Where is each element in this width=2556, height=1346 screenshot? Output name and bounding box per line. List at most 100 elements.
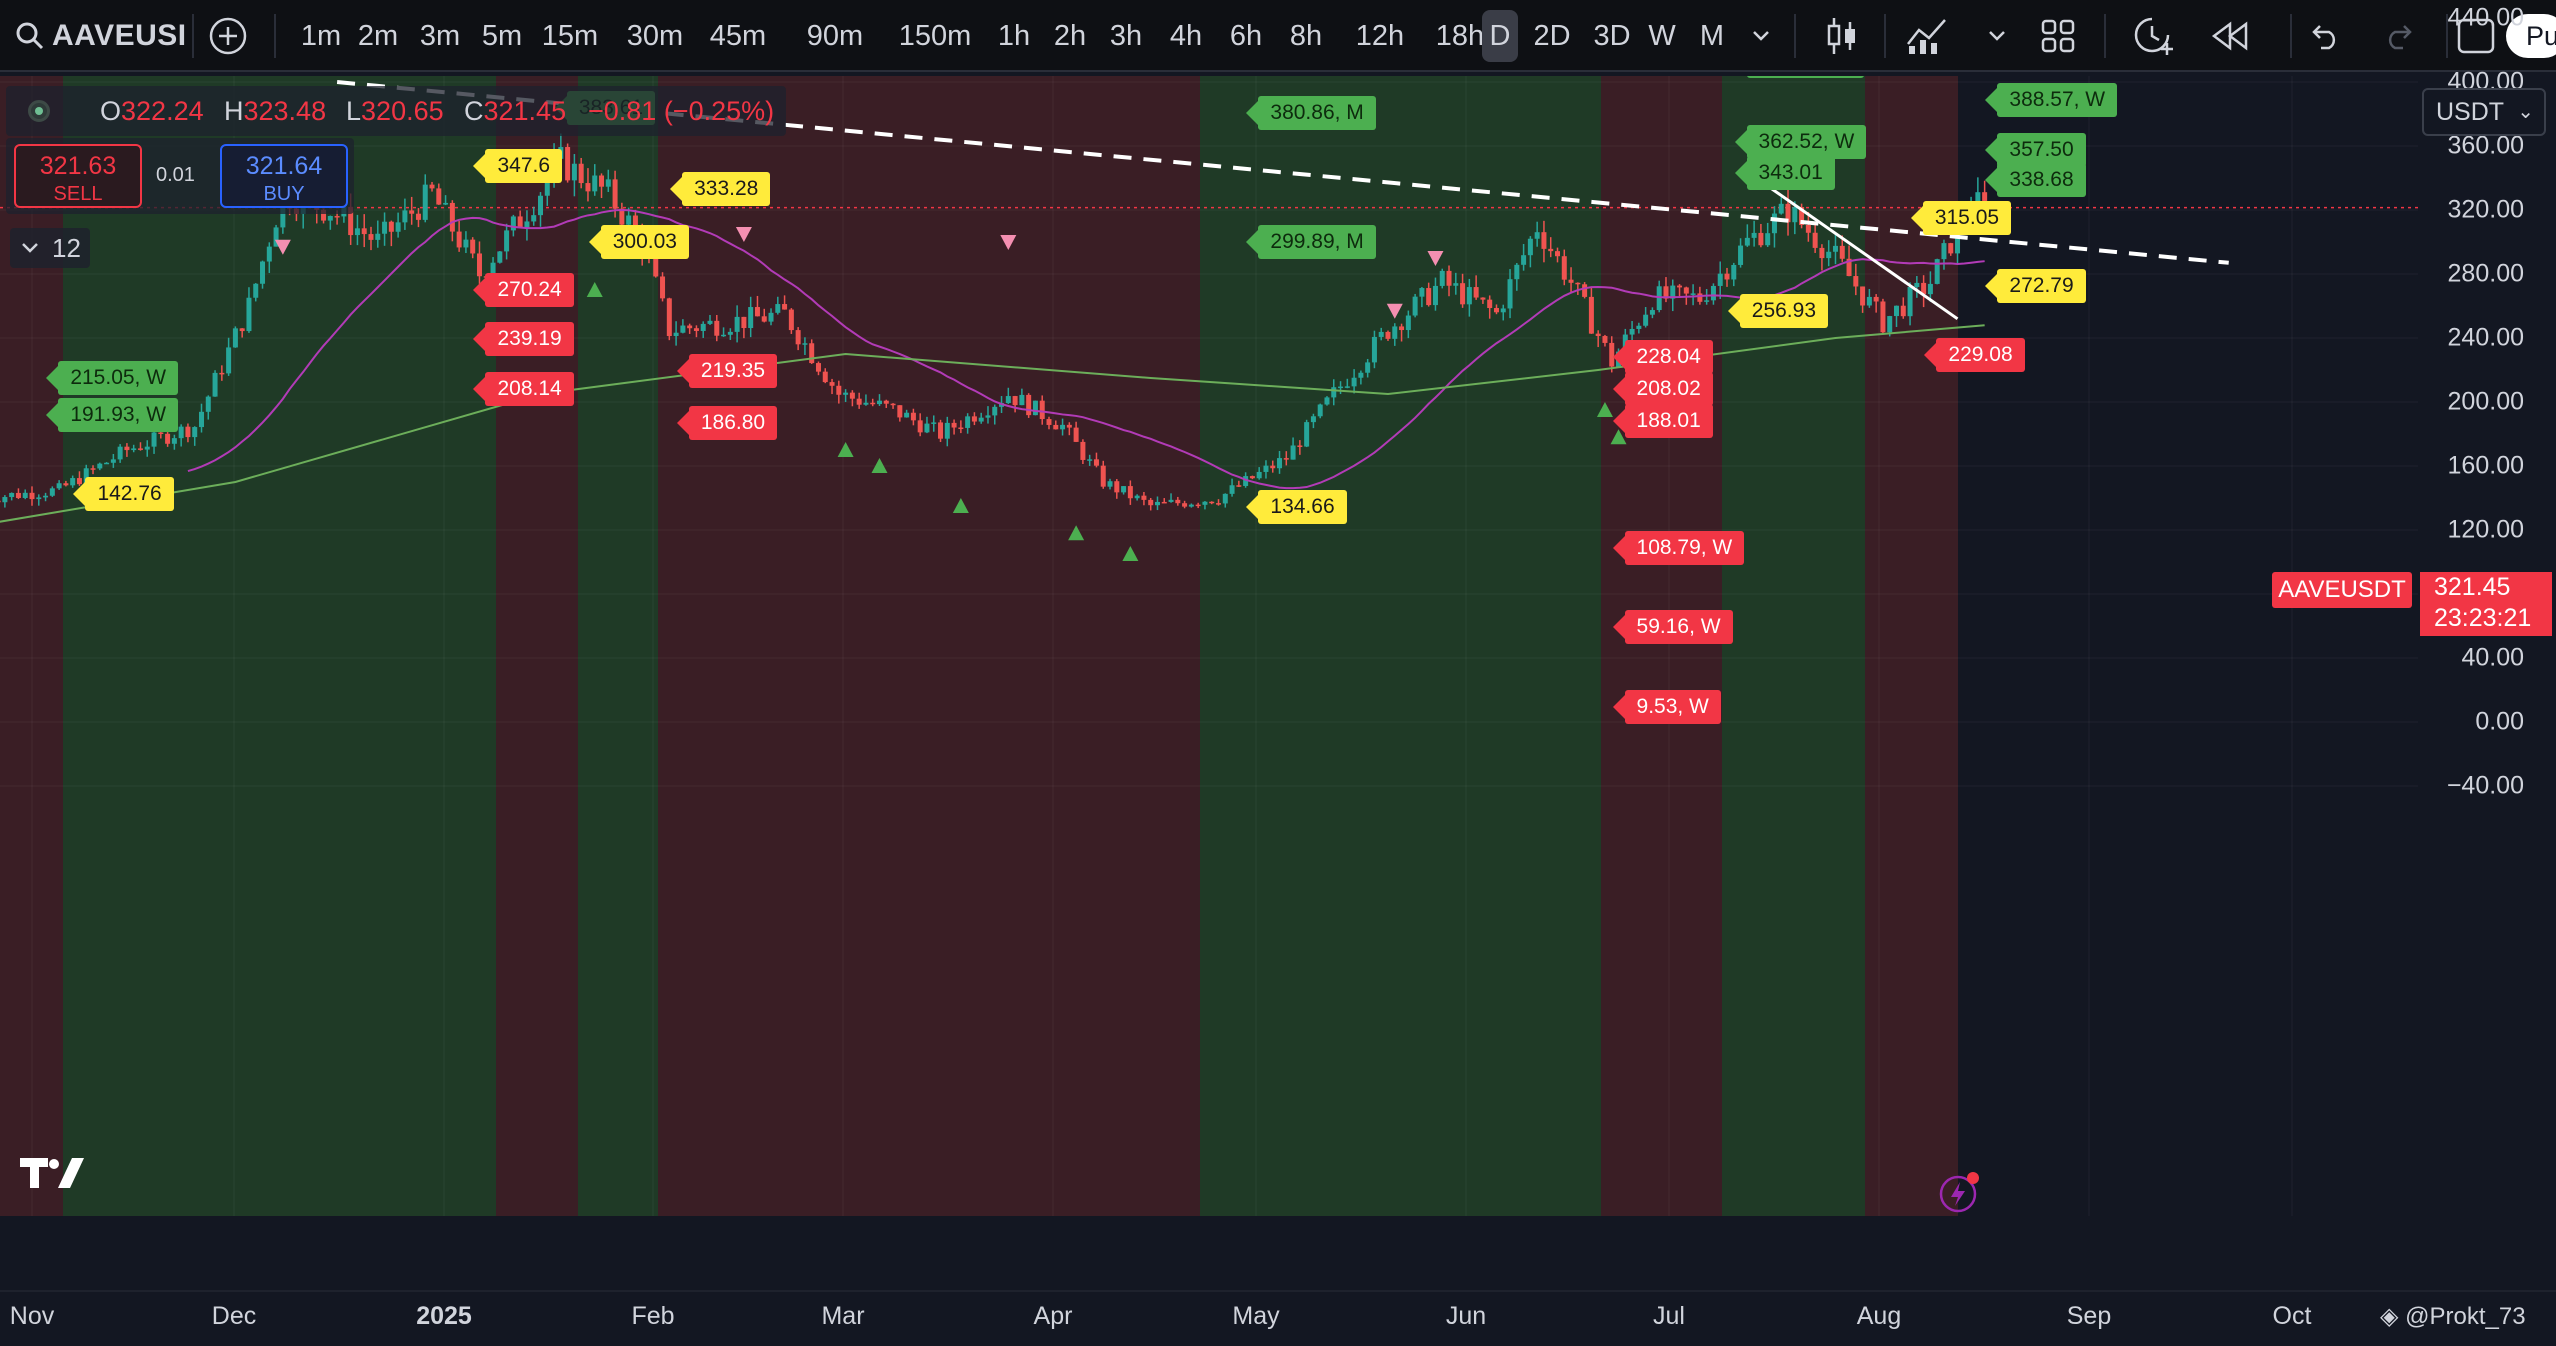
level-label-yellow[interactable]: 134.66 [1246,489,1347,524]
level-label-yellow[interactable]: 315.05 [1910,200,2012,235]
alert-icon[interactable] [2130,0,2176,72]
level-label-red[interactable]: 219.35 [676,354,778,389]
chevron-down-icon[interactable] [1746,0,1776,72]
candle-body [1663,286,1669,299]
interval-w[interactable]: W [1648,19,1676,52]
level-label-yellow[interactable]: 300.03 [588,224,689,259]
indicators-toggle[interactable]: 12 [10,228,90,268]
interval-3d[interactable]: 3D [1593,19,1631,52]
redo-icon[interactable] [2380,0,2420,72]
candle-body [1799,207,1805,225]
symbol-search-button[interactable]: AAVEUSI [52,19,187,52]
level-label-red[interactable]: 188.01 [1612,404,1713,439]
fullscreen-icon[interactable] [2456,0,2496,72]
interval-4h[interactable]: 4h [1169,19,1203,52]
interval-150m[interactable]: 150m [898,19,972,52]
level-label-red[interactable]: 186.80 [676,406,778,441]
interval-18h[interactable]: 18h [1435,19,1485,52]
level-label-green[interactable]: 380.86, M [1246,95,1376,130]
tradingview-logo-icon[interactable] [18,1154,86,1195]
level-label-red[interactable]: 228.04 [1612,340,1713,375]
interval-8h[interactable]: 8h [1289,19,1323,52]
interval-30m[interactable]: 30m [626,19,684,52]
interval-3m[interactable]: 3m [419,19,461,52]
interval-12h[interactable]: 12h [1355,19,1405,52]
interval-90m[interactable]: 90m [806,19,864,52]
level-label-green[interactable]: 357.50 [1985,133,2086,167]
time-tick: Jun [1445,1302,1487,1330]
interval-2d[interactable]: 2D [1533,19,1571,52]
interval-45m[interactable]: 45m [709,19,767,52]
interval-1h[interactable]: 1h [997,19,1031,52]
interval-5m[interactable]: 5m [481,19,523,52]
candle-body [1256,471,1262,479]
interval-2m[interactable]: 2m [357,19,399,52]
level-label-red[interactable]: 108.79, W [1612,530,1745,565]
chart-pane[interactable]: 449.91416.76383.61461.84, M380.86, M299.… [0,76,2418,1216]
interval-2h[interactable]: 2h [1053,19,1087,52]
level-label-red[interactable]: 208.14 [473,371,574,406]
regime-zone-green [1200,76,1601,1216]
market-status-icon[interactable] [28,100,50,122]
spread-value: 0.01 [156,164,195,186]
level-label-red[interactable]: 270.24 [473,272,574,307]
indicators-icon[interactable] [1900,0,1954,72]
level-label-red[interactable]: 239.19 [473,322,574,357]
interval-6h[interactable]: 6h [1229,19,1263,52]
candle-body [1575,282,1581,285]
replay-icon[interactable] [2208,0,2252,72]
level-label-green[interactable]: 191.93, W [46,397,179,432]
interval-3h[interactable]: 3h [1109,19,1143,52]
level-label-green[interactable]: 215.05, W [46,360,179,395]
candle-body [1310,416,1316,423]
candle-body [1568,279,1574,283]
interval-15m[interactable]: 15m [541,19,599,52]
sell-button[interactable]: 321.63 SELL [14,144,142,208]
level-label-green[interactable]: 413.02, M [1746,76,1864,79]
level-label-yellow[interactable]: 347.6 [473,148,563,183]
price-chart[interactable] [0,76,2418,1216]
candle-body [958,427,964,430]
level-label-green[interactable]: 299.89, M [1246,225,1376,260]
interval-1m[interactable]: 1m [300,19,342,52]
candle-body [1704,300,1710,302]
currency-select[interactable]: USDT ⌄ [2422,88,2546,136]
change-value: −0.81 (−0.25%) [588,96,775,126]
search-icon[interactable] [12,0,48,72]
price-tick: −40.00 [2446,771,2524,800]
publish-button[interactable]: Pu [2506,14,2556,58]
level-label-yellow[interactable]: 256.93 [1727,293,1828,328]
buy-button[interactable]: 321.64 BUY [220,144,348,208]
level-label-red[interactable]: 59.16, W [1612,610,1733,645]
level-label-green[interactable]: 388.57, W [1985,83,2118,118]
interval-m[interactable]: M [1699,19,1725,52]
chevron-down-icon[interactable] [1982,0,2012,72]
candle-body [1629,328,1635,335]
candle-body [1921,282,1927,295]
candle-body [822,371,828,383]
level-label-red[interactable]: 208.02 [1612,372,1713,407]
price-scale[interactable]: 560.00520.00480.00440.00400.00360.00320.… [2418,4,2556,1216]
level-label-green[interactable]: 338.68 [1985,163,2086,198]
level-label-green[interactable]: 343.01 [1734,156,1835,191]
bar-style-icon[interactable] [1822,0,1862,72]
level-label-yellow[interactable]: 142.76 [73,476,174,511]
level-label-yellow[interactable]: 272.79 [1985,268,2086,303]
level-label-red[interactable]: 9.53, W [1612,689,1721,724]
undo-icon[interactable] [2304,0,2344,72]
lightning-icon[interactable] [1938,1170,1982,1219]
candle-body [1887,316,1893,333]
interval-d[interactable]: D [1482,10,1518,62]
candle-body [1304,422,1310,447]
candle-body [1182,503,1188,507]
level-label-green[interactable]: 362.52, W [1734,124,1867,159]
level-label-yellow[interactable]: 333.28 [670,171,771,206]
candle-body [1032,400,1038,416]
level-label-red[interactable]: 229.08 [1924,338,2025,373]
add-symbol-icon[interactable] [204,0,252,72]
candle-body [1582,284,1588,297]
candle-body [1168,499,1174,502]
candle-body [43,495,49,498]
time-axis[interactable]: Nov Dec 2025 Feb Mar Apr May Jun Jul Aug Sep Oct [0,1290,2556,1346]
layout-icon[interactable] [2038,0,2078,72]
